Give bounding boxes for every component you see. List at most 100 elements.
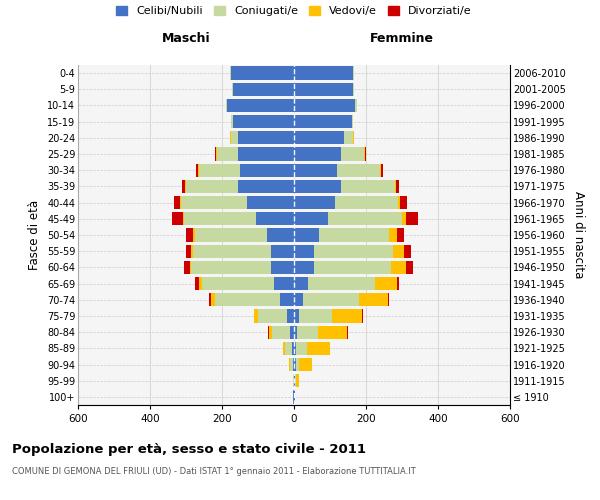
Bar — [294, 228, 319, 241]
Bar — [294, 148, 341, 160]
Bar — [406, 260, 413, 274]
Bar — [226, 99, 227, 112]
Bar — [289, 358, 290, 371]
Bar — [238, 148, 294, 160]
Bar — [294, 358, 296, 371]
Bar — [199, 164, 240, 177]
Legend: Celibi/Nubili, Coniugati/e, Vedovi/e, Divorziati/e: Celibi/Nubili, Coniugati/e, Vedovi/e, Di… — [116, 6, 472, 16]
Bar — [238, 180, 294, 193]
Bar — [303, 293, 359, 306]
Bar — [285, 342, 292, 355]
Bar — [290, 358, 293, 371]
Bar — [307, 342, 330, 355]
Bar — [254, 310, 258, 322]
Bar — [283, 342, 285, 355]
Bar — [190, 260, 191, 274]
Bar — [186, 180, 238, 193]
Bar — [191, 260, 271, 274]
Bar — [388, 293, 389, 306]
Bar — [227, 99, 294, 112]
Bar — [308, 277, 375, 290]
Bar — [233, 82, 294, 96]
Bar — [328, 212, 402, 226]
Bar — [240, 164, 294, 177]
Bar — [294, 390, 295, 404]
Bar — [294, 99, 355, 112]
Bar — [359, 293, 388, 306]
Bar — [294, 115, 352, 128]
Bar — [295, 374, 296, 388]
Bar — [193, 244, 271, 258]
Y-axis label: Anni di nascita: Anni di nascita — [572, 192, 585, 278]
Bar — [297, 326, 319, 339]
Bar — [337, 164, 380, 177]
Bar — [215, 293, 280, 306]
Bar — [294, 374, 295, 388]
Bar — [232, 82, 233, 96]
Bar — [319, 228, 389, 241]
Bar — [332, 310, 362, 322]
Bar — [256, 212, 294, 226]
Bar — [294, 293, 303, 306]
Bar — [296, 374, 299, 388]
Bar — [294, 277, 308, 290]
Bar — [400, 196, 407, 209]
Bar — [375, 277, 397, 290]
Bar — [402, 212, 406, 226]
Bar — [294, 342, 296, 355]
Bar — [269, 326, 272, 339]
Bar — [397, 277, 400, 290]
Bar — [294, 164, 337, 177]
Bar — [287, 310, 294, 322]
Bar — [294, 131, 344, 144]
Bar — [404, 244, 411, 258]
Bar — [353, 82, 354, 96]
Bar — [231, 131, 238, 144]
Bar — [294, 326, 297, 339]
Bar — [352, 115, 353, 128]
Bar — [217, 148, 238, 160]
Bar — [294, 310, 299, 322]
Bar — [406, 212, 418, 226]
Bar — [294, 82, 353, 96]
Bar — [215, 148, 216, 160]
Bar — [195, 277, 199, 290]
Bar — [172, 212, 183, 226]
Bar — [272, 326, 290, 339]
Bar — [294, 260, 314, 274]
Bar — [180, 196, 181, 209]
Bar — [381, 164, 383, 177]
Text: Femmine: Femmine — [370, 32, 434, 45]
Bar — [274, 277, 294, 290]
Bar — [294, 244, 314, 258]
Bar — [314, 244, 393, 258]
Bar — [393, 244, 404, 258]
Bar — [280, 293, 294, 306]
Bar — [294, 212, 328, 226]
Bar — [362, 310, 364, 322]
Bar — [193, 228, 195, 241]
Bar — [296, 342, 307, 355]
Bar — [184, 260, 190, 274]
Bar — [395, 180, 396, 193]
Bar — [199, 277, 202, 290]
Bar — [341, 180, 395, 193]
Bar — [196, 164, 198, 177]
Bar — [184, 212, 256, 226]
Bar — [294, 180, 341, 193]
Bar — [230, 131, 231, 144]
Bar — [175, 196, 180, 209]
Bar — [294, 196, 335, 209]
Bar — [314, 260, 391, 274]
Bar — [216, 148, 217, 160]
Bar — [397, 228, 404, 241]
Bar — [347, 326, 348, 339]
Bar — [209, 293, 211, 306]
Bar — [396, 180, 400, 193]
Bar — [231, 115, 233, 128]
Bar — [355, 99, 357, 112]
Bar — [211, 293, 215, 306]
Bar — [293, 358, 294, 371]
Bar — [233, 115, 294, 128]
Bar — [299, 358, 312, 371]
